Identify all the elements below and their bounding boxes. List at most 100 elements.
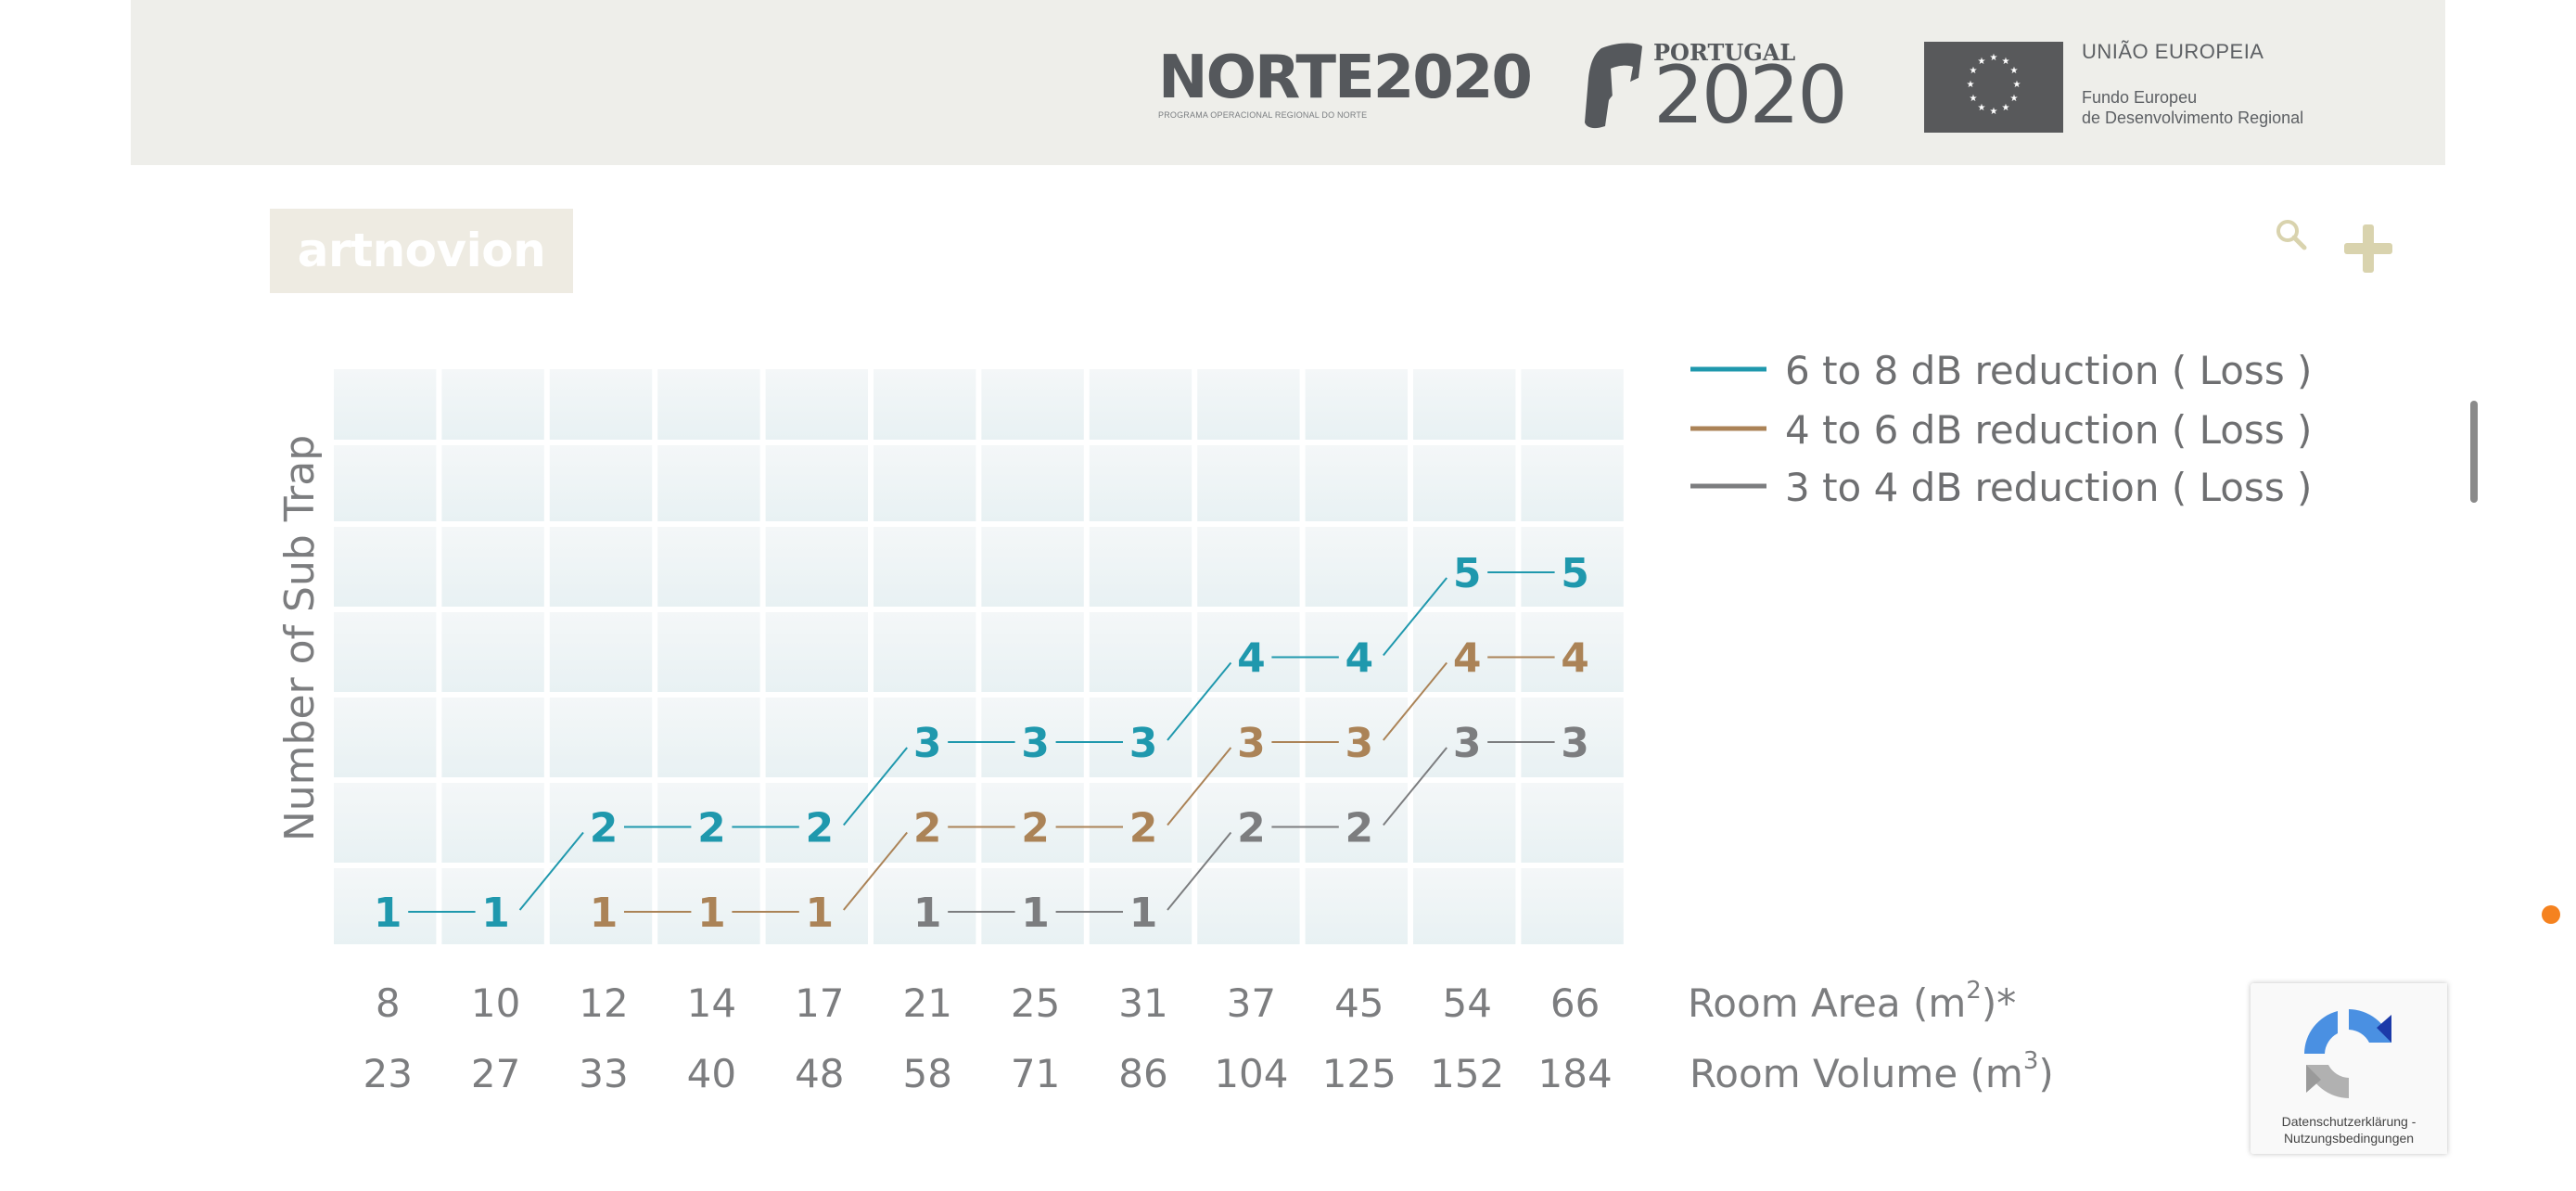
grid-cell [981,698,1084,777]
data-label: 5 [1561,550,1589,597]
grid-cell [981,527,1084,607]
grid-cell [334,698,437,777]
eu-text: UNIÃO EUROPEIA Fundo Europeu de Desenvol… [2082,40,2303,128]
chart-grid [334,369,1624,944]
x-tick-room-area: 14 [687,980,736,1026]
grid-cell [441,698,544,777]
series-segment [1383,747,1447,826]
grid-cell [1089,783,1192,863]
x-tick-room-volume: 71 [1011,1051,1060,1096]
data-label: 1 [590,890,618,937]
grid-cell [981,868,1084,944]
grid-cell [334,527,437,607]
x-tick-room-volume: 23 [363,1051,412,1096]
room-area-axis-label: Room Area (m2)* [1688,977,2016,1026]
grid-cell [765,369,868,440]
data-label: 2 [913,805,942,852]
grid-cell [1089,527,1192,607]
grid-cell [334,783,437,863]
x-tick-room-volume: 33 [579,1051,628,1096]
grid-cell [874,783,976,863]
data-label: 3 [1561,720,1589,767]
grid-cell [1413,868,1516,944]
grid-cell [549,445,653,521]
grid-cell [874,527,976,607]
data-label: 3 [1237,720,1266,767]
grid-cell [874,445,976,521]
grid-cell [549,612,653,692]
grid-cell [1305,369,1408,440]
grid-cell [1197,527,1300,607]
data-label: 2 [805,805,834,852]
grid-cell [1305,445,1408,521]
x-tick-room-area: 25 [1011,980,1060,1026]
grid-cell [1197,612,1300,692]
data-label: 1 [1129,890,1158,937]
grid-cell [1089,868,1192,944]
svg-text:★: ★ [1967,80,1975,90]
recaptcha-badge[interactable]: Datenschutzerklärung - Nutzungsbedingung… [2251,983,2447,1154]
eu-title: UNIÃO EUROPEIA [2082,40,2264,63]
norte2020-subtitle: PROGRAMA OPERACIONAL REGIONAL DO NORTE [1158,110,1368,120]
recaptcha-privacy-links[interactable]: Datenschutzerklärung - Nutzungsbedingung… [2251,1113,2447,1146]
data-label: 1 [374,890,402,937]
x-tick-room-volume: 58 [902,1051,951,1096]
grid-cell [874,612,976,692]
privacy-link[interactable]: Datenschutzerklärung - [2281,1114,2417,1129]
grid-cell [1197,783,1300,863]
portugal-year: 2020 [1653,49,1848,142]
x-tick-room-area: 31 [1118,980,1167,1026]
svg-text:★: ★ [1978,103,1986,113]
grid-cell [334,868,437,944]
svg-text:★: ★ [2002,57,2010,67]
data-label: 2 [1021,805,1050,852]
x-tick-room-area: 12 [579,980,628,1026]
series-segment [843,831,908,911]
search-icon[interactable] [2276,219,2307,250]
grid-cell [1197,868,1300,944]
grid-cell [657,783,760,863]
data-label: 4 [1561,635,1589,683]
x-tick-room-area: 45 [1334,980,1384,1026]
site-logo[interactable]: artnovion [270,209,573,293]
eu-fund-line2: de Desenvolvimento Regional [2082,109,2304,127]
grid-cell [657,445,760,521]
grid-cell [765,698,868,777]
svg-text:★: ★ [2002,103,2010,113]
room-volume-axis-label: Room Volume (m3) [1690,1047,2054,1096]
eu-fund-line1: Fundo Europeu [2082,88,2198,107]
grid-cell [765,527,868,607]
scrollbar-thumb[interactable] [2470,401,2478,503]
svg-text:★: ★ [1978,57,1986,67]
x-tick-room-volume: 27 [471,1051,520,1096]
grid-cell [657,612,760,692]
notification-dot[interactable] [2542,905,2560,924]
x-tick-room-area: 10 [471,980,520,1026]
data-label: 4 [1453,635,1482,683]
portugal-country: PORTUGAL [1653,39,1796,66]
grid-cell [657,868,760,944]
series-segment [843,747,908,826]
grid-cell [874,698,976,777]
grid-cell [1089,445,1192,521]
x-tick-room-volume: 184 [1538,1051,1613,1096]
grid-cell [549,527,653,607]
data-label: 4 [1237,635,1266,683]
grid-cell [874,868,976,944]
grid-cell [1197,445,1300,521]
chart-data-labels: 1 1 2 2 2 3 3 3 4 4 5 5 1 1 1 2 2 2 3 3 4 4 1 1 1 2 2 3 3 [374,550,1589,937]
grid-cell [334,612,437,692]
grid-cell [1521,783,1624,863]
room-area-label-sup: 2 [1966,977,1982,1005]
data-label: 5 [1453,550,1482,597]
portugal-mark-icon [1585,43,1642,129]
terms-link[interactable]: Nutzungsbedingungen [2283,1131,2415,1146]
grid-cell [1413,783,1516,863]
grid-cell [1413,445,1516,521]
room-volume-label-suffix: ) [2038,1051,2053,1096]
grid-cell [1521,445,1624,521]
data-label: 1 [1021,890,1050,937]
plus-icon[interactable] [2344,224,2392,273]
grid-cell [441,527,544,607]
